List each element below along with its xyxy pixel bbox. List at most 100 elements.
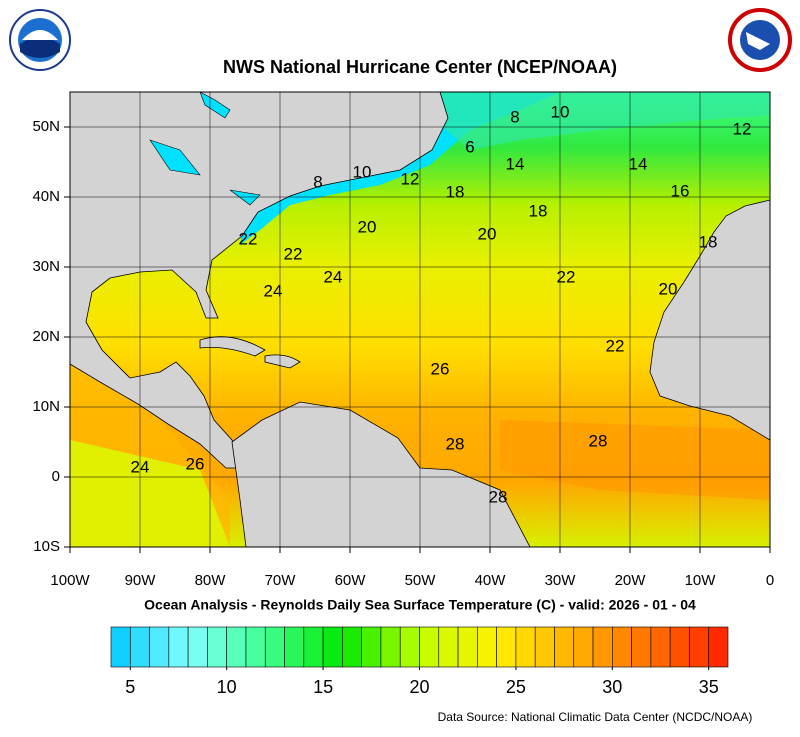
y-tick-label: 20N (32, 328, 60, 345)
contour-label: 22 (284, 244, 303, 263)
contour-label: 28 (446, 434, 465, 453)
contour-label: 14 (629, 154, 648, 173)
colorbar-cell (650, 626, 671, 668)
nws-logo (728, 8, 792, 72)
x-tick-label: 80W (195, 572, 227, 589)
contour-label: 22 (557, 267, 576, 286)
contour-label: 12 (401, 169, 420, 188)
contour-label: 28 (589, 431, 608, 450)
colorbar-tick-label: 25 (506, 677, 526, 697)
y-tick-label: 50N (32, 118, 60, 135)
contour-label: 6 (465, 137, 474, 156)
contour-label: 18 (446, 182, 465, 201)
contour-label: 20 (358, 217, 377, 236)
contour-label: 18 (529, 201, 548, 220)
colorbar-cell (322, 626, 343, 668)
colorbar-cell (264, 626, 285, 668)
y-tick-label: 0 (52, 468, 60, 485)
colorbar-cell (168, 626, 189, 668)
colorbar-tick-label: 30 (602, 677, 622, 697)
colorbar-cell (380, 626, 401, 668)
colorbar-cell (207, 626, 227, 668)
colorbar-cell (226, 626, 247, 668)
colorbar-cell (689, 626, 710, 668)
cool-water (420, 92, 770, 150)
colorbar-cell (110, 626, 131, 668)
land-africa (649, 199, 770, 441)
great-lakes (149, 92, 261, 206)
x-tick-label: 10W (685, 572, 717, 589)
y-tick-label: 10N (32, 398, 60, 415)
colorbar-cell (457, 626, 478, 668)
colorbar-cell (399, 626, 420, 668)
x-tick-label: 60W (335, 572, 367, 589)
colorbar-cell (534, 626, 555, 668)
contour-label: 28 (489, 487, 508, 506)
colorbar-cell (612, 626, 632, 668)
colorbar-cell (573, 626, 594, 668)
colorbar-cell (284, 626, 305, 668)
land-cuba (199, 336, 266, 357)
colorbar-cell (342, 626, 362, 668)
contour-label: 8 (313, 172, 322, 191)
x-tick-label: 100W (50, 572, 90, 589)
contour-label: 24 (324, 267, 343, 286)
land-hispaniola (264, 354, 301, 369)
colorbar-tick-label: 10 (217, 677, 237, 697)
colorbar-cell (361, 626, 382, 668)
x-tick-label: 30W (545, 572, 577, 589)
contour-label: 20 (478, 224, 497, 243)
colorbar-cell (515, 626, 536, 668)
x-tick-label: 50W (405, 572, 437, 589)
contour-label: 16 (671, 181, 690, 200)
colorbar-tick-label: 20 (409, 677, 429, 697)
title: NWS National Hurricane Center (NCEP/NOAA… (223, 57, 617, 77)
colorbar-cell (187, 626, 208, 668)
contour-label: 8 (510, 107, 519, 126)
colorbar-cell (129, 626, 150, 668)
x-tick-label: 40W (475, 572, 507, 589)
colorbar-cell (554, 626, 575, 668)
colorbar-cell (419, 626, 440, 668)
y-tick-label: 40N (32, 188, 60, 205)
y-tick-label: 10S (33, 538, 60, 555)
land-south-america (231, 401, 531, 547)
colorbar-tick-label: 15 (313, 677, 333, 697)
contour-label: 22 (606, 336, 625, 355)
contour-label: 22 (239, 229, 258, 248)
ocean-pacific-south (70, 440, 230, 547)
colorbar-cell (149, 626, 170, 668)
x-tick-label: 20W (615, 572, 647, 589)
contour-label: 18 (699, 232, 718, 251)
contour-label: 10 (551, 102, 570, 121)
colorbar-cell (438, 626, 459, 668)
caption: Ocean Analysis - Reynolds Daily Sea Surf… (144, 597, 696, 613)
data-source: Data Source: National Climatic Data Cent… (438, 710, 753, 724)
noaa-logo (9, 9, 71, 71)
contour-label: 10 (353, 162, 372, 181)
contour-label: 24 (264, 281, 283, 300)
contour-label: 26 (431, 359, 450, 378)
colorbar-cell (631, 626, 652, 668)
colorbar-cell (708, 626, 729, 668)
contour-label: 20 (659, 279, 678, 298)
colorbar-cell (496, 626, 517, 668)
colorbar-cell (245, 626, 266, 668)
x-tick-label: 70W (265, 572, 297, 589)
colorbar-cell (669, 626, 690, 668)
warm-water (500, 420, 770, 500)
y-tick-label: 30N (32, 258, 60, 275)
colorbar-tick-label: 5 (125, 677, 135, 697)
contour-label: 26 (186, 454, 205, 473)
land-north-america (70, 92, 449, 469)
contour-label: 12 (733, 119, 752, 138)
contour-label: 24 (131, 457, 150, 476)
colorbar-cell (303, 626, 324, 668)
x-tick-label: 0 (766, 572, 774, 589)
x-tick-label: 90W (125, 572, 157, 589)
colorbar-cell (477, 626, 497, 668)
contour-label: 14 (506, 154, 525, 173)
